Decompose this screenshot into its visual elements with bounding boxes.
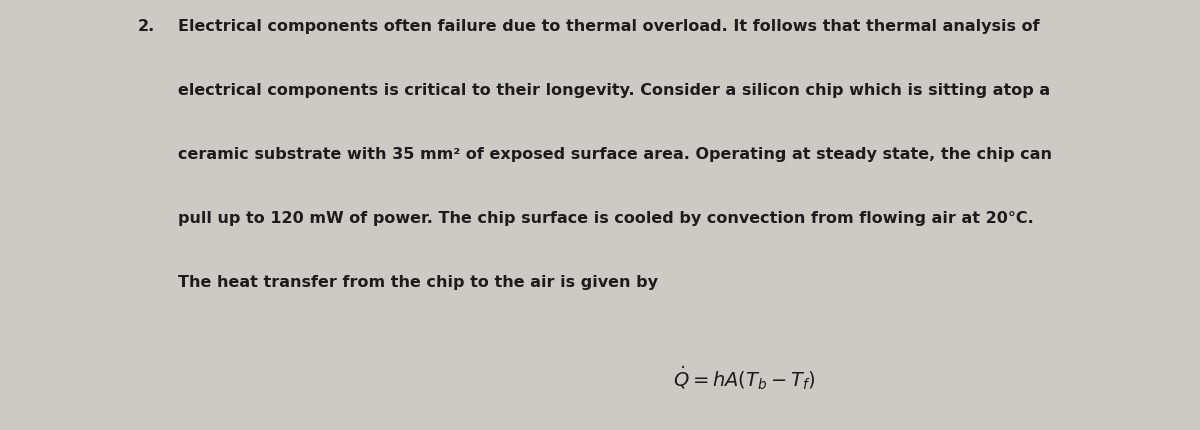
Text: ceramic substrate with 35 mm² of exposed surface area. Operating at steady state: ceramic substrate with 35 mm² of exposed… [178,147,1051,162]
Text: Electrical components often failure due to thermal overload. It follows that the: Electrical components often failure due … [178,19,1039,34]
Text: The heat transfer from the chip to the air is given by: The heat transfer from the chip to the a… [178,274,658,289]
Text: $\dot{Q} = hA(T_b - T_f)$: $\dot{Q} = hA(T_b - T_f)$ [672,363,816,391]
Text: 2.: 2. [138,19,155,34]
Text: pull up to 120 mW of power. The chip surface is cooled by convection from flowin: pull up to 120 mW of power. The chip sur… [178,210,1033,225]
Text: electrical components is critical to their longevity. Consider a silicon chip wh: electrical components is critical to the… [178,83,1050,98]
